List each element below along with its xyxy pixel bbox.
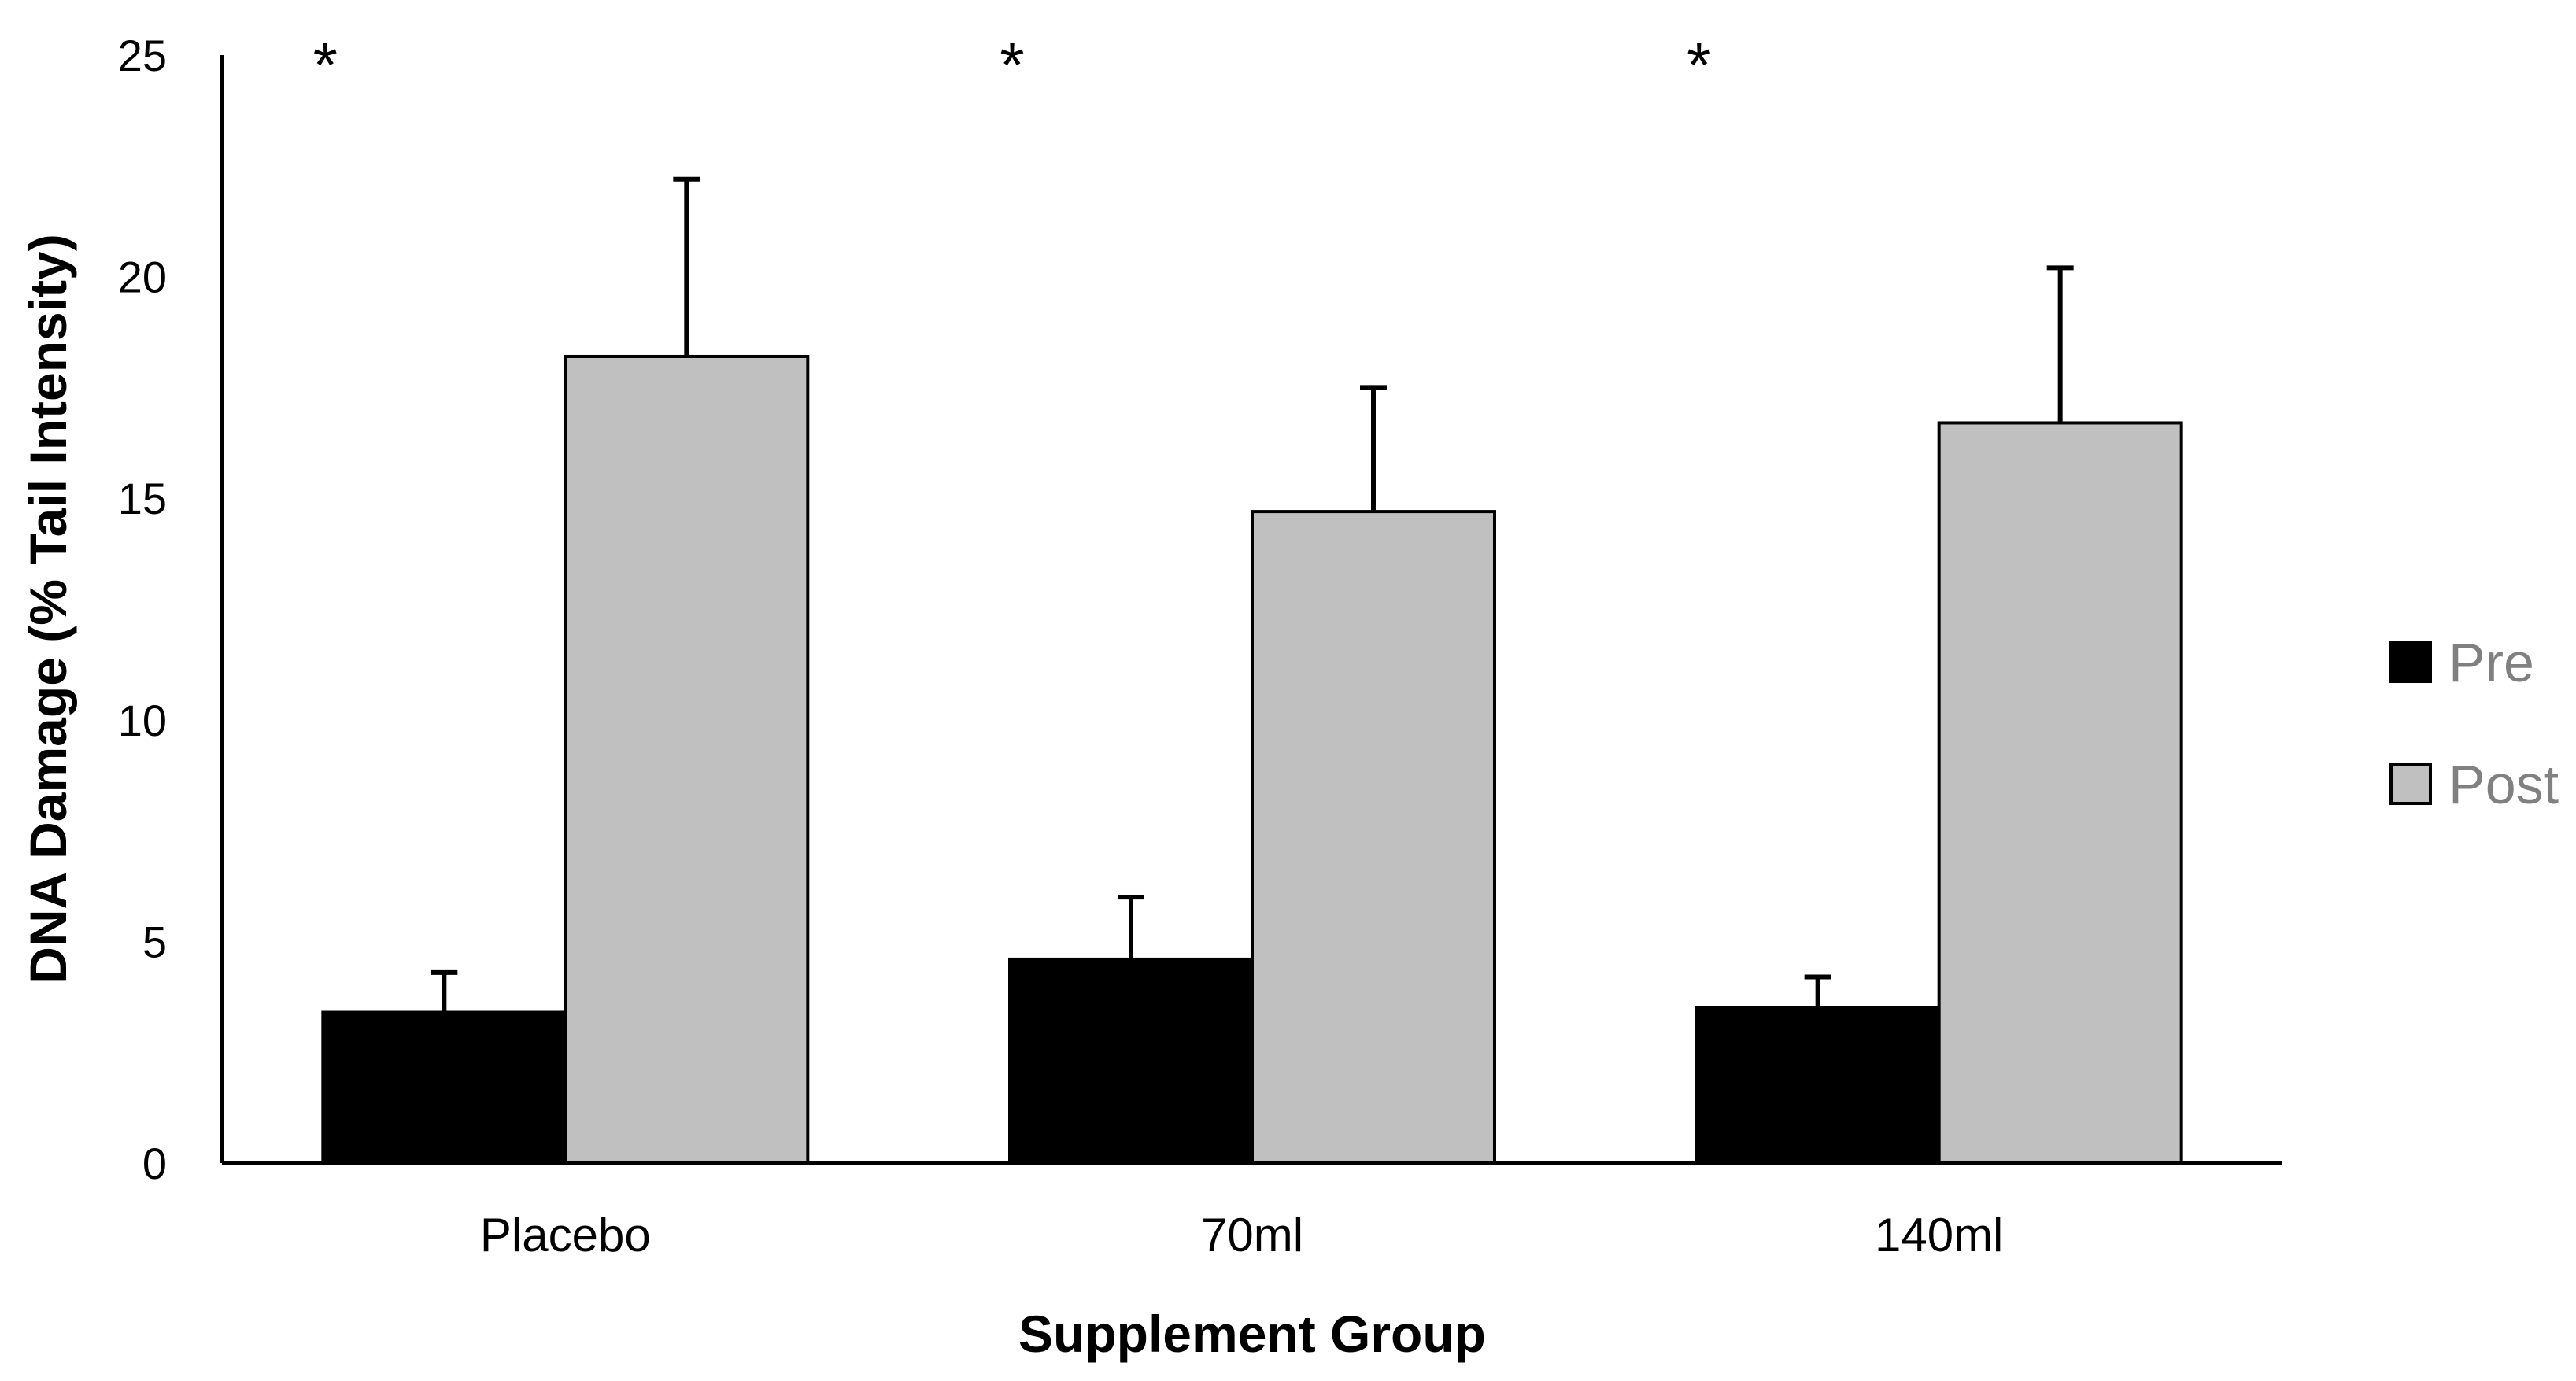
bar-post-placebo xyxy=(564,354,810,1165)
y-tick-labels: 0 5 10 15 20 25 xyxy=(118,31,167,1188)
significance-markers: * * * xyxy=(313,30,1711,100)
legend-swatch-post xyxy=(2389,763,2432,805)
error-bars-layer xyxy=(431,176,2074,1013)
bar-pre-70ml xyxy=(1008,957,1254,1165)
y-tick-label: 10 xyxy=(118,696,167,745)
significance-star: * xyxy=(1000,30,1024,100)
legend-label-post: Post xyxy=(2448,754,2559,815)
x-axis-title: Supplement Group xyxy=(1018,1305,1486,1363)
legend: Pre Post xyxy=(2389,632,2559,815)
bars-layer xyxy=(321,354,2183,1165)
significance-star: * xyxy=(1687,30,1711,100)
bar-post-140ml xyxy=(1937,421,2183,1165)
y-tick-label: 15 xyxy=(118,474,167,523)
bar-pre-placebo xyxy=(321,1010,567,1165)
legend-swatch-pre xyxy=(2389,641,2432,683)
y-tick-label: 20 xyxy=(118,253,167,302)
category-label: Placebo xyxy=(480,1209,651,1261)
significance-star: * xyxy=(313,30,338,100)
bar-pre-140ml xyxy=(1695,1006,1941,1165)
legend-label-pre: Pre xyxy=(2448,632,2534,693)
y-tick-label: 25 xyxy=(118,31,167,80)
category-labels: Placebo 70ml 140ml xyxy=(480,1209,2003,1261)
category-label: 70ml xyxy=(1201,1209,1303,1261)
y-tick-label: 0 xyxy=(142,1139,167,1188)
y-tick-label: 5 xyxy=(142,917,167,966)
y-axis-title: DNA Damage (% Tail Intensity) xyxy=(19,234,77,984)
axes-layer xyxy=(220,55,2282,1165)
bar-post-70ml xyxy=(1251,510,1496,1165)
category-label: 140ml xyxy=(1875,1209,2003,1261)
